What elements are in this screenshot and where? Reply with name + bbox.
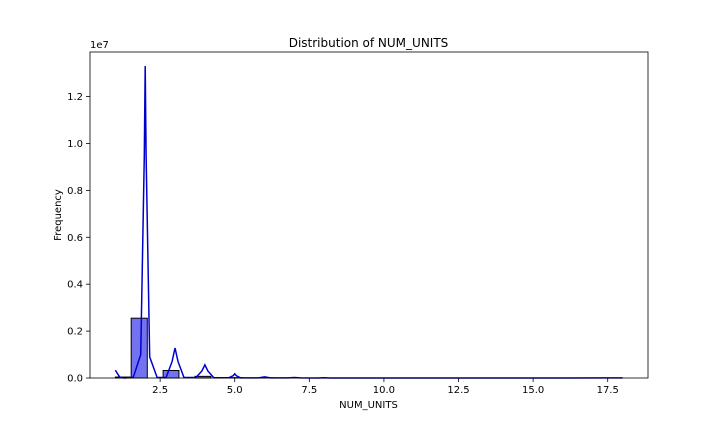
y-tick-label-5: 1.0 (67, 139, 83, 150)
x-tick-label-4: 12.5 (447, 385, 469, 396)
y-offset-label: 1e7 (90, 40, 109, 51)
y-tick-label-2: 0.4 (67, 280, 83, 291)
y-axis-label: Frequency (53, 189, 64, 241)
y-tick-label-1: 0.2 (67, 327, 83, 338)
y-tick-label-0: 0.0 (67, 374, 83, 385)
histogram-bar-1 (130, 317, 148, 379)
plot-frame (89, 51, 649, 379)
y-tick-label-4: 0.8 (67, 186, 83, 197)
x-tick-label-3: 10.0 (373, 385, 395, 396)
chart-title: Distribution of NUM_UNITS (289, 36, 449, 50)
x-tick-label-1: 5.0 (227, 385, 243, 396)
x-axis-ticks: 2.5 5.0 7.5 10.0 12.5 15.0 17.5 (152, 378, 619, 396)
histogram-bars (114, 317, 275, 379)
x-tick-label-6: 17.5 (597, 385, 619, 396)
x-tick-label-5: 15.0 (522, 385, 544, 396)
x-axis-label: NUM_UNITS (339, 400, 398, 411)
y-axis-ticks: 0.0 0.2 0.4 0.6 0.8 1.0 1.2 (67, 92, 90, 385)
kde-line (114, 66, 623, 379)
x-tick-label-0: 2.5 (152, 385, 168, 396)
y-tick-label-6: 1.2 (67, 92, 83, 103)
y-tick-label-3: 0.6 (67, 233, 83, 244)
x-tick-label-2: 7.5 (301, 385, 317, 396)
